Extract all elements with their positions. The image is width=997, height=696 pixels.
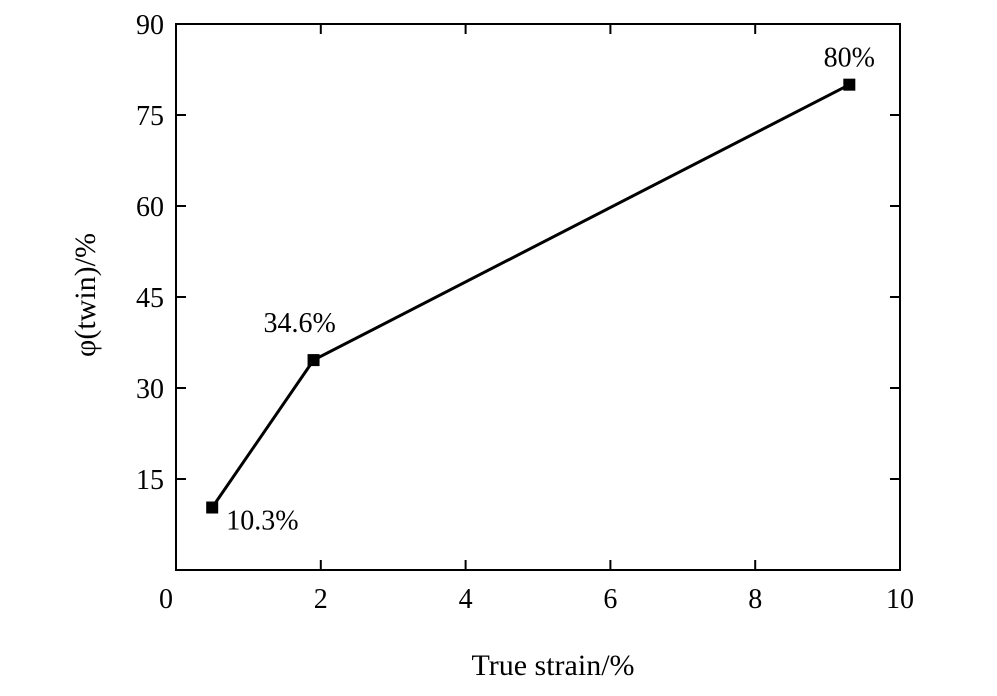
x-tick-label: 8 xyxy=(748,584,762,615)
axes xyxy=(175,23,901,571)
data-point-marker xyxy=(206,501,219,514)
y-tick-label: 60 xyxy=(136,192,164,223)
series xyxy=(206,78,856,514)
data-point-label: 10.3% xyxy=(226,506,298,537)
data-point-label: 34.6% xyxy=(264,308,336,339)
y-axis-title: φ(twin)/% xyxy=(69,233,102,357)
data-point-marker xyxy=(843,78,856,91)
y-tick-label: 90 xyxy=(136,10,164,41)
y-tick-label: 75 xyxy=(136,101,164,132)
data-point-label: 80% xyxy=(824,43,875,74)
x-tick-label: 4 xyxy=(459,584,473,615)
y-tick-label: 45 xyxy=(136,283,164,314)
plot-frame xyxy=(175,23,901,571)
series-line xyxy=(210,83,851,509)
x-axis-title: True strain/% xyxy=(471,649,634,682)
data-labels: 10.3% 34.6% 80% xyxy=(226,43,875,537)
x-tick-label: 0 xyxy=(159,584,173,615)
x-tick-label: 2 xyxy=(314,584,328,615)
data-point-marker xyxy=(307,354,320,367)
y-tick-label: 15 xyxy=(136,465,164,496)
x-tick-label: 6 xyxy=(603,584,617,615)
x-tick-label: 10 xyxy=(886,584,914,615)
ticks: 0 2 4 6 8 10 15 30 45 60 75 90 xyxy=(136,10,914,615)
y-tick-label: 30 xyxy=(136,374,164,405)
